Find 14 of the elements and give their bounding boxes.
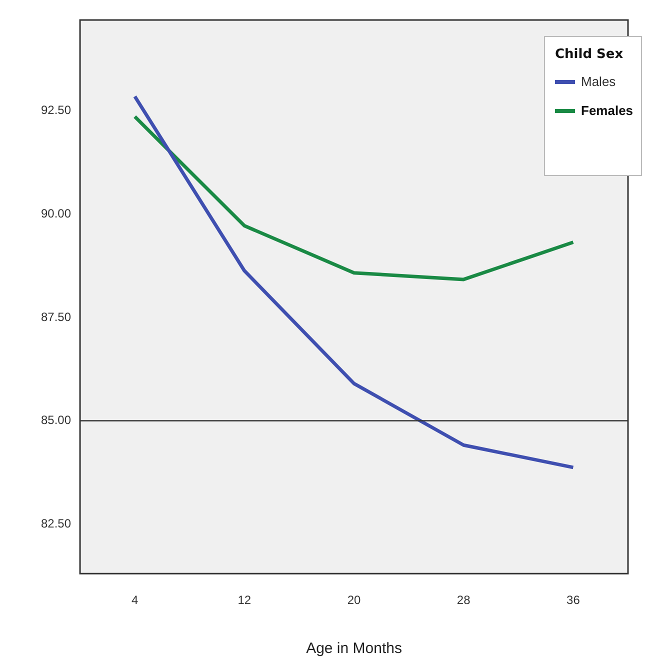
x-tick-label: 20 [347, 593, 362, 608]
x-tick-label: 28 [456, 593, 471, 608]
y-tick-label: 82.50 [41, 516, 72, 530]
x-tick-label: 4 [131, 593, 138, 608]
legend-label: Males [581, 74, 616, 89]
legend-label: Females [581, 103, 634, 118]
x-tick-label: 12 [238, 593, 252, 608]
y-tick-label: 85.00 [41, 413, 72, 428]
x-axis-title: Age in Months [306, 640, 402, 658]
legend-title: Child Sex [555, 47, 624, 62]
y-tick-label: 87.50 [41, 310, 72, 324]
y-tick-label: 92.50 [41, 103, 72, 118]
y-tick-label: 90.00 [41, 206, 72, 220]
x-tick-label: 36 [566, 593, 580, 608]
